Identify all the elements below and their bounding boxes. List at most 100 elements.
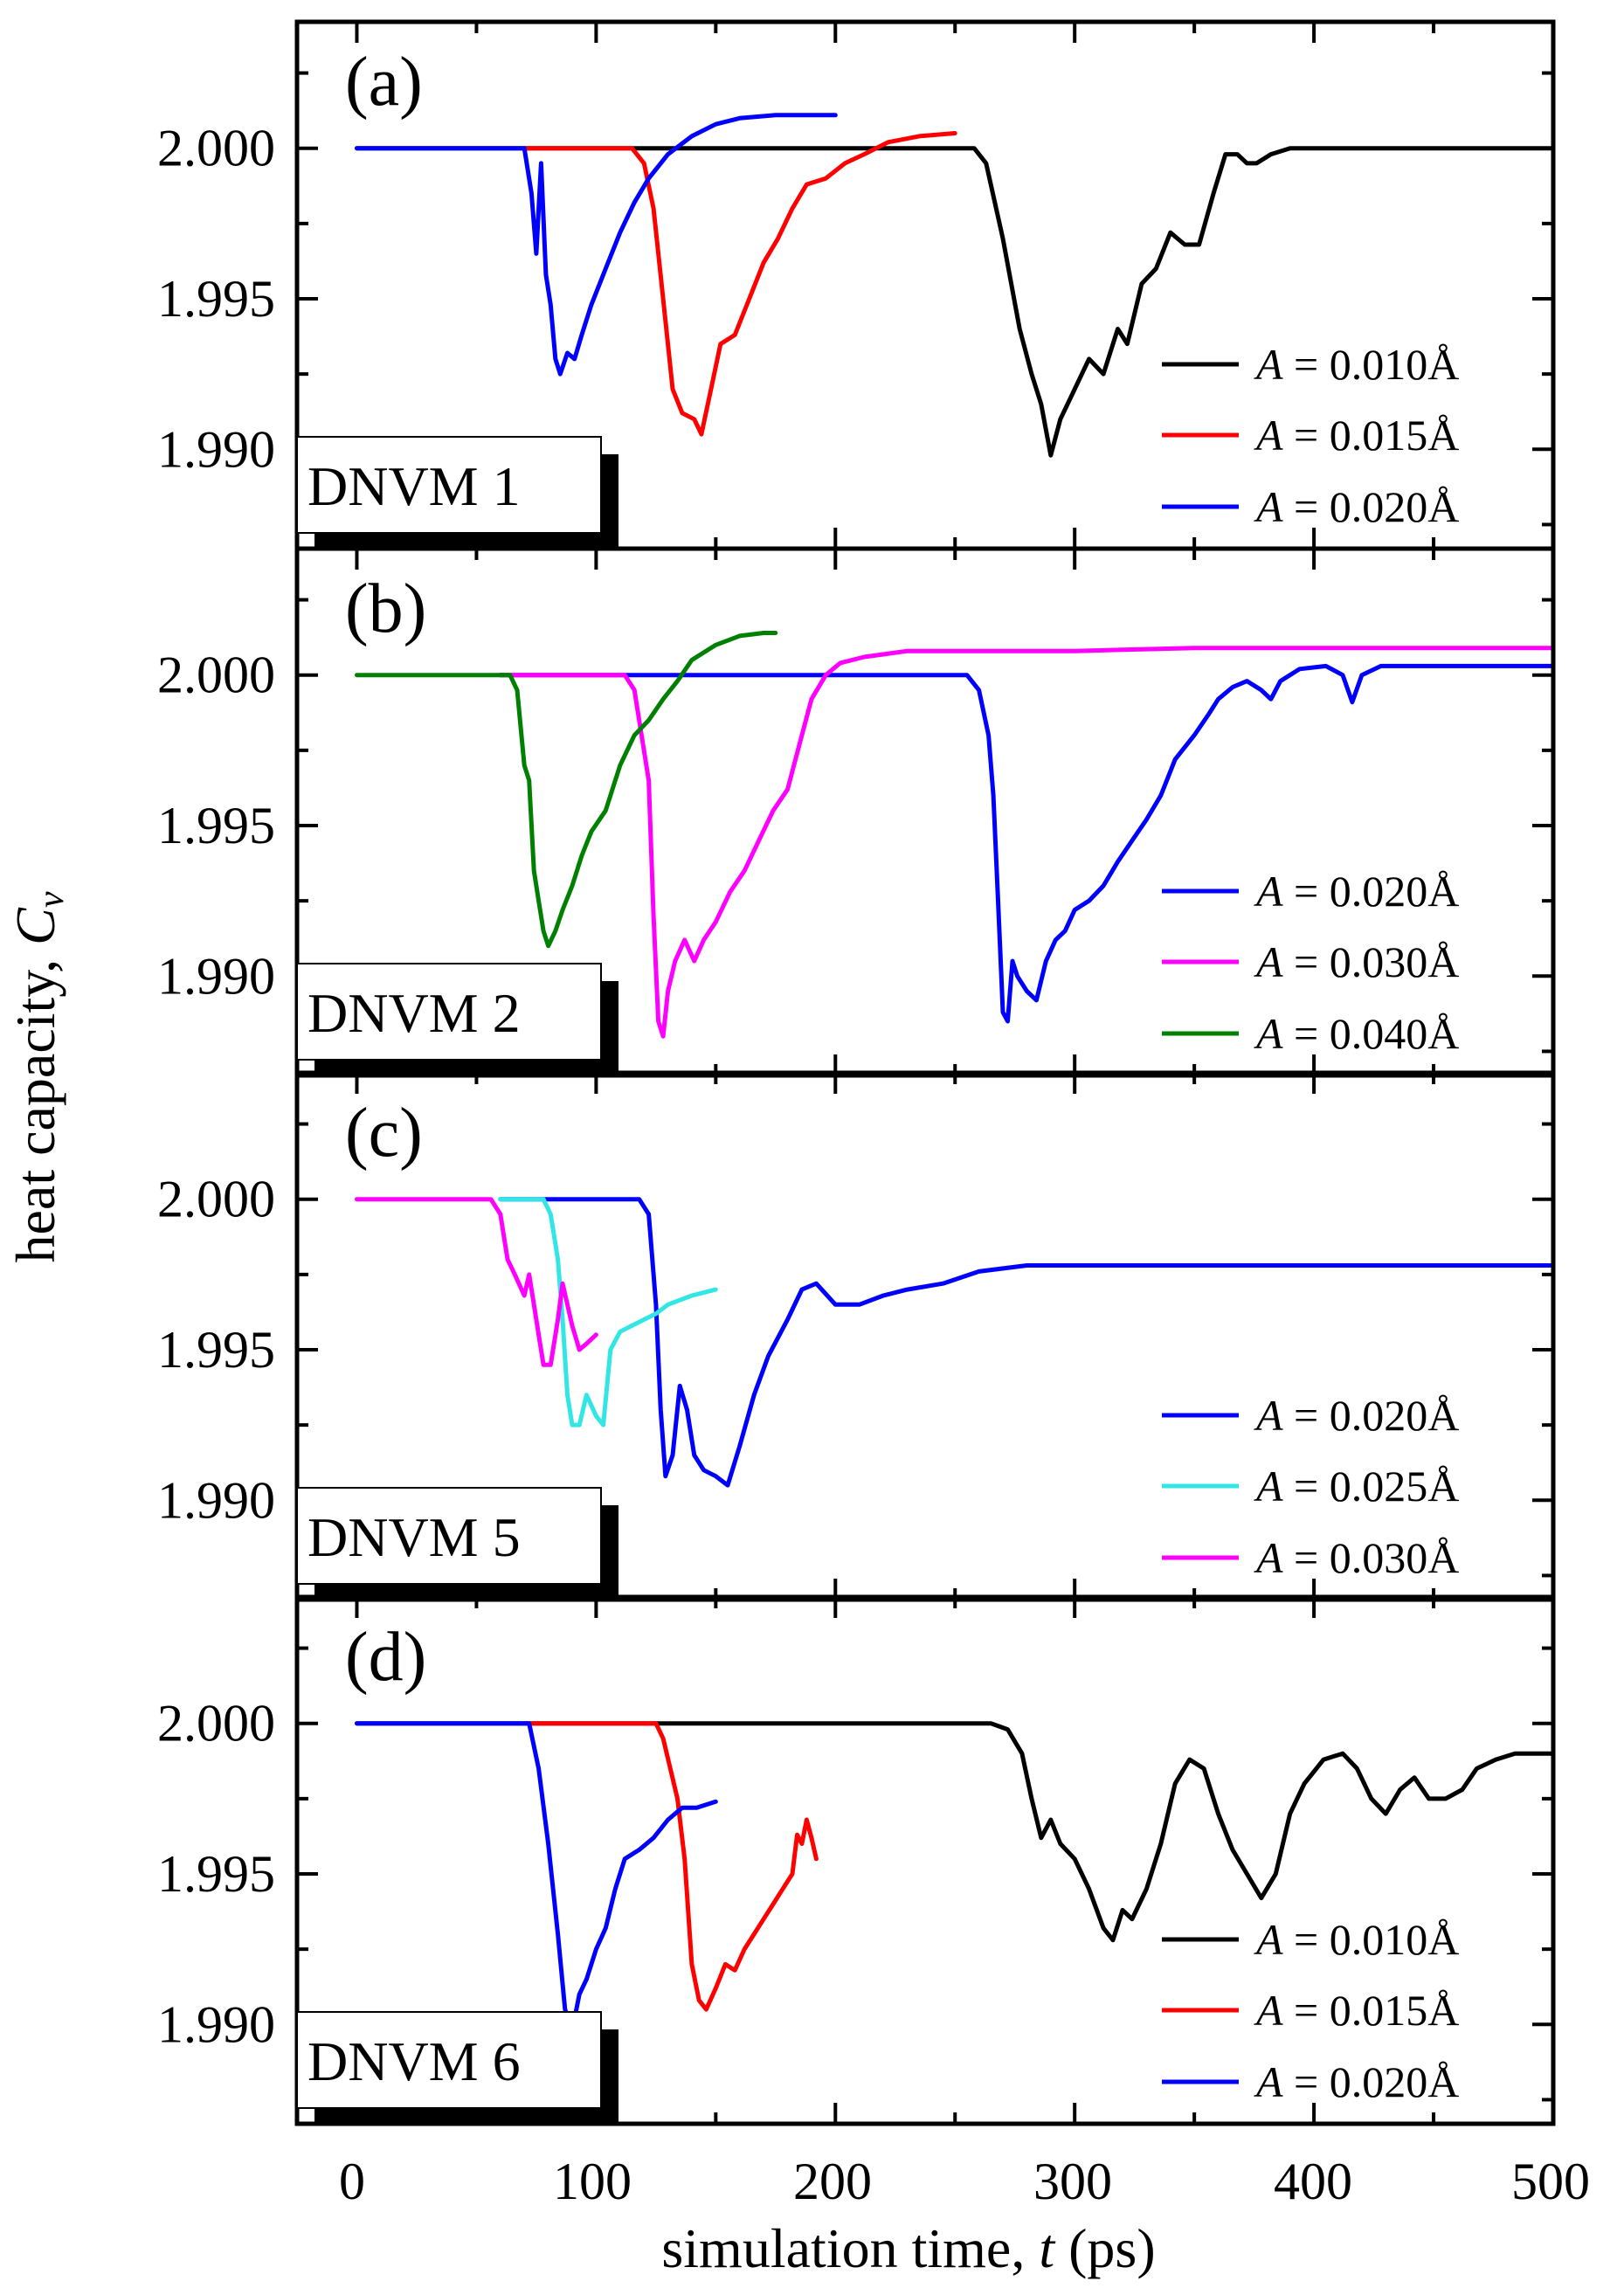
legend-var: A [1254, 1391, 1283, 1440]
series-line-0-040 [355, 631, 778, 949]
legend-value: 0.010Å [1330, 340, 1460, 389]
legend-eq: = [1283, 411, 1330, 460]
legend-entry-0-030: A = 0.030Å [1254, 1533, 1459, 1582]
x-axis-label-var: t [1039, 2217, 1056, 2279]
legend-entry-0-020: A = 0.020Å [1254, 2057, 1459, 2106]
legend-eq: = [1283, 867, 1330, 916]
legend-var: A [1254, 1915, 1283, 1964]
label-box-text: DNVM 6 [308, 2030, 521, 2092]
y-tick-label-1-990: 1.990 [157, 1471, 275, 1529]
legend-entry-0-010: A = 0.010Å [1254, 340, 1459, 389]
x-tick-label-100: 100 [553, 2153, 632, 2210]
legend-var: A [1254, 867, 1283, 916]
legend-value: 0.010Å [1330, 1915, 1460, 1964]
y-tick-label-1-995: 1.995 [157, 797, 275, 854]
label-box-text: DNVM 5 [308, 1506, 521, 1568]
panel-label: (d) [345, 1619, 426, 1696]
series-group [355, 113, 1553, 458]
label-box-text: DNVM 1 [308, 455, 521, 517]
series-line-0-020 [355, 1721, 718, 2033]
y-tick-label-1-995: 1.995 [157, 270, 275, 328]
label-box [296, 1487, 602, 1585]
series-line-0-015 [522, 131, 957, 437]
legend-var: A [1254, 2057, 1283, 2106]
y-tick-label-2-000: 2.000 [157, 120, 275, 177]
label-box [296, 963, 602, 1061]
legend-eq: = [1283, 1533, 1330, 1582]
legend-entry-0-025: A = 0.025Å [1254, 1462, 1459, 1510]
legend-var: A [1254, 482, 1283, 531]
legend-value: 0.030Å [1330, 937, 1460, 986]
legend-entry-0-020: A = 0.020Å [1254, 482, 1459, 531]
x-axis-label: simulation time, t (ps) [661, 2217, 1155, 2279]
panel-label: (a) [345, 44, 423, 121]
panel-label: (c) [345, 1095, 423, 1172]
legend-var: A [1254, 937, 1283, 986]
legend-eq: = [1283, 937, 1330, 986]
x-tick-label-200: 200 [793, 2153, 872, 2210]
legend-value: 0.020Å [1330, 2057, 1460, 2106]
plot-frame [294, 1594, 1556, 2126]
legend-eq: = [1283, 1462, 1330, 1510]
y-tick-label-1-990: 1.990 [157, 947, 275, 1005]
legend-entry-0-020: A = 0.020Å [1254, 867, 1459, 916]
legend-var: A [1254, 1533, 1283, 1582]
legend-value: 0.040Å [1330, 1009, 1460, 1058]
series-line-0-025 [498, 1197, 718, 1427]
legend-value: 0.030Å [1330, 1533, 1460, 1582]
legend-entry-0-010: A = 0.010Å [1254, 1915, 1459, 1964]
y-tick-label-1-990: 1.990 [157, 420, 275, 478]
legend-value: 0.015Å [1330, 411, 1460, 460]
legend-entry-0-030: A = 0.030Å [1254, 937, 1459, 986]
x-tick-label-300: 300 [1033, 2153, 1112, 2210]
y-axis-label: heat capacity, Cv [4, 891, 72, 1262]
x-tick-label-0: 0 [339, 2153, 365, 2210]
label-box-text: DNVM 2 [308, 982, 521, 1044]
series-line-0-030 [498, 646, 1553, 1039]
series-line-0-020 [498, 663, 1553, 1024]
legend-var: A [1254, 340, 1283, 389]
legend-entry-0-040: A = 0.040Å [1254, 1009, 1459, 1058]
panel-label: (b) [345, 570, 426, 647]
y-tick-label-1-990: 1.990 [157, 1995, 275, 2053]
legend-eq: = [1283, 340, 1330, 389]
y-tick-label-2-000: 2.000 [157, 1695, 275, 1752]
x-tick-label-400: 400 [1274, 2153, 1352, 2210]
series-group [355, 1197, 1553, 1488]
series-line-0-020 [498, 1197, 1553, 1488]
legend-var: A [1254, 1009, 1283, 1058]
legend-value: 0.020Å [1330, 1391, 1460, 1440]
legend-eq: = [1283, 2057, 1330, 2106]
x-axis-label-suffix: (ps) [1054, 2217, 1156, 2279]
y-axis-label-sub: v [31, 891, 72, 908]
series-group [355, 1721, 1553, 2033]
y-tick-label-2-000: 2.000 [157, 1171, 275, 1228]
y-axis-label-var: C [4, 907, 66, 945]
x-tick-labels: 0 100 200 300 400 500 [339, 2153, 1590, 2210]
series-line-0-030 [355, 1197, 598, 1367]
legend-value: 0.015Å [1330, 1986, 1460, 2035]
legend-value: 0.020Å [1330, 482, 1460, 531]
legend-eq: = [1283, 1009, 1330, 1058]
legend-var: A [1254, 1462, 1283, 1510]
plot-frame [294, 1070, 1556, 1602]
legend-value: 0.025Å [1330, 1462, 1460, 1510]
legend-var: A [1254, 1986, 1283, 2035]
legend-eq: = [1283, 1391, 1330, 1440]
legend-entry-0-015: A = 0.015Å [1254, 1986, 1459, 2035]
label-box [296, 2011, 602, 2109]
legend-eq: = [1283, 482, 1330, 531]
legend-var: A [1254, 411, 1283, 460]
series-line-0-020 [355, 113, 838, 377]
y-tick-label-1-995: 1.995 [157, 1845, 275, 1903]
legend-eq: = [1283, 1915, 1330, 1964]
legend-value: 0.020Å [1330, 867, 1460, 916]
legend-entry-0-015: A = 0.015Å [1254, 411, 1459, 460]
series-line-0-015 [522, 1721, 819, 2012]
